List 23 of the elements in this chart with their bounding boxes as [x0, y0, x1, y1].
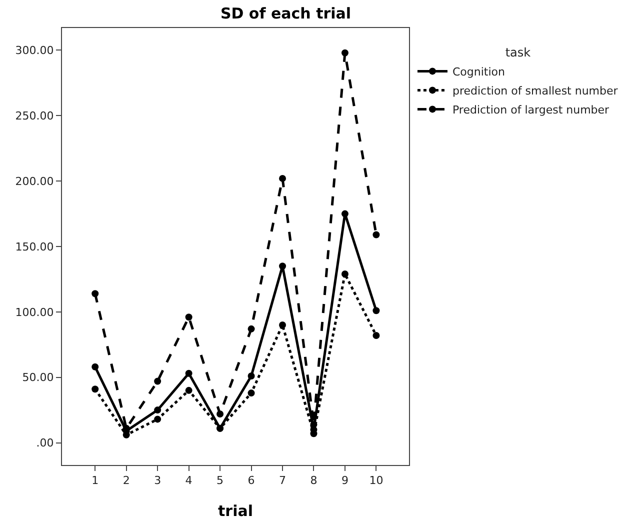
y-tick-label: 250.00 — [15, 110, 54, 123]
x-tick-label: 7 — [279, 474, 286, 488]
x-tick-label: 9 — [341, 474, 348, 488]
x-axis-title: trial — [218, 502, 253, 520]
chart-title: SD of each trial — [220, 4, 352, 22]
x-tick-label: 2 — [122, 474, 130, 488]
x-tick-label: 8 — [310, 474, 318, 488]
x-tick-label: 1 — [92, 474, 99, 488]
legend-title: task — [505, 46, 531, 60]
y-tick-label: .00 — [36, 436, 54, 450]
y-tick-label: 300.00 — [15, 44, 54, 58]
y-tick-label: 100.00 — [15, 306, 54, 319]
y-tick-label: 200.00 — [15, 174, 54, 188]
y-tick-label: 50.00 — [22, 371, 54, 384]
x-tick-label: 4 — [185, 474, 192, 488]
legend-label: Cognition — [452, 66, 505, 78]
x-tick-label: 5 — [216, 474, 224, 488]
legend-label: prediction of smallest number — [452, 84, 618, 98]
y-tick-label: 150.00 — [15, 240, 54, 254]
legend-label: Prediction of largest number — [452, 104, 610, 116]
x-tick-label: 10 — [369, 474, 384, 488]
x-tick-label: 3 — [154, 474, 162, 488]
x-tick-label: 6 — [248, 474, 255, 488]
